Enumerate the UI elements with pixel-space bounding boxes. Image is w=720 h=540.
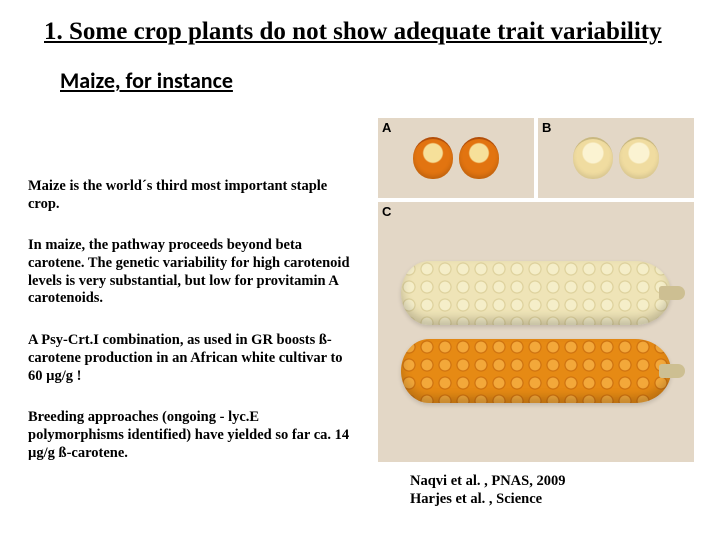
panel-label-c: C xyxy=(382,204,391,219)
slide-title: 1. Some crop plants do not show adequate… xyxy=(0,0,720,47)
figure: A B C xyxy=(378,118,694,462)
paragraph-4: Breeding approaches (ongoing - lyc.E pol… xyxy=(28,409,358,462)
citation-line: Naqvi et al. , PNAS, 2009 xyxy=(410,472,565,490)
corn-cob-icon xyxy=(401,339,671,403)
kernel-icon xyxy=(573,137,613,179)
corn-cob-icon xyxy=(401,261,671,325)
kernel-icon xyxy=(413,137,453,179)
paragraph-3: A Psy-Crt.I combination, as used in GR b… xyxy=(28,332,358,385)
panel-label-a: A xyxy=(382,120,391,135)
panel-label-b: B xyxy=(542,120,551,135)
figure-panel-c: C xyxy=(378,202,694,462)
slide-subtitle: Maize, for instance xyxy=(0,47,720,94)
kernel-icon xyxy=(459,137,499,179)
figure-panel-a: A xyxy=(378,118,534,198)
citation-line: Harjes et al. , Science xyxy=(410,490,565,508)
text-column: Maize is the world´s third most importan… xyxy=(28,178,358,486)
figure-panel-b: B xyxy=(538,118,694,198)
citation: Naqvi et al. , PNAS, 2009 Harjes et al. … xyxy=(410,472,565,508)
figure-top-row: A B xyxy=(378,118,694,198)
kernel-icon xyxy=(619,137,659,179)
paragraph-1: Maize is the world´s third most importan… xyxy=(28,178,358,213)
paragraph-2: In maize, the pathway proceeds beyond be… xyxy=(28,237,358,308)
